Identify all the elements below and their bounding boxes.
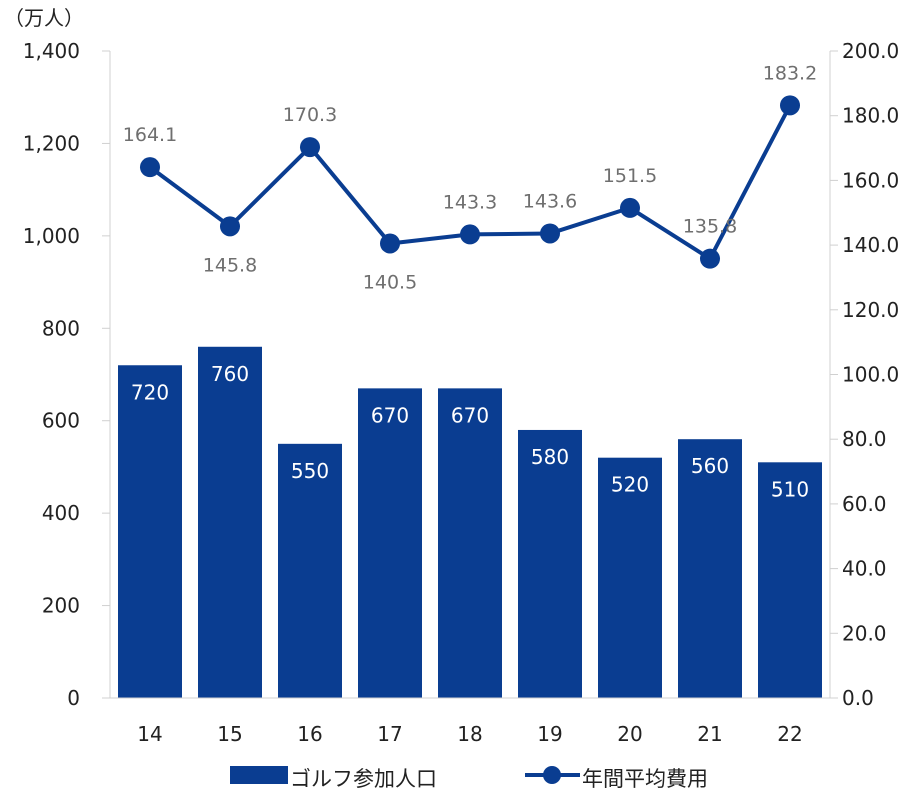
bar xyxy=(438,388,502,698)
right-axis-tick-label: 0.0 xyxy=(842,686,874,710)
line-point xyxy=(780,95,800,116)
line-point xyxy=(620,197,640,218)
x-axis-tick-label: 19 xyxy=(537,722,562,746)
line-series-annual-cost xyxy=(140,95,800,269)
legend: ゴルフ参加人口 年間平均費用 xyxy=(230,766,708,791)
bar xyxy=(518,429,582,698)
bar xyxy=(278,443,342,698)
bar xyxy=(598,457,662,698)
x-axis-tick-label: 16 xyxy=(297,722,322,746)
left-axis-tick-label: 200 xyxy=(42,594,80,618)
left-axis-tick-label: 0 xyxy=(67,686,80,710)
line-point xyxy=(380,233,400,254)
x-axis-tick-label: 22 xyxy=(777,722,802,746)
line-point xyxy=(700,248,720,269)
legend-marker-icon xyxy=(543,766,561,784)
x-axis-tick-label: 14 xyxy=(137,722,162,746)
legend-label-line: 年間平均費用 xyxy=(582,767,708,791)
bar-data-label: 550 xyxy=(291,459,329,483)
x-axis-tick-label: 20 xyxy=(617,722,642,746)
line-data-labels: 164.1 145.8 170.3 140.5 143.3 143.6 151.5 135.8… xyxy=(123,62,817,293)
right-axis-tick-label: 20.0 xyxy=(842,621,887,645)
x-axis: 14 15 16 17 18 19 20 21 22 xyxy=(110,697,830,746)
x-axis-tick-label: 18 xyxy=(457,722,482,746)
x-axis-tick-label: 17 xyxy=(377,722,402,746)
bar-data-label: 760 xyxy=(211,362,249,386)
legend-label-bar: ゴルフ参加人口 xyxy=(290,767,437,791)
x-axis-tick-label: 15 xyxy=(217,722,242,746)
left-axis-tick-label: 1,400 xyxy=(23,39,80,63)
right-axis-tick-label: 140.0 xyxy=(842,233,899,257)
bar xyxy=(678,439,742,698)
right-y-axis: 0.0 20.0 40.0 60.0 80.0 100.0 120.0 140.0 160.0 1… xyxy=(829,39,899,710)
right-axis-tick-label: 180.0 xyxy=(842,104,899,128)
right-axis-tick-label: 200.0 xyxy=(842,39,899,63)
left-y-axis: 0 200 400 600 800 1,000 1,200 1,400 xyxy=(23,39,111,710)
line-data-label: 183.2 xyxy=(763,62,817,84)
left-axis-tick-label: 800 xyxy=(42,316,80,340)
line-data-label: 135.8 xyxy=(683,216,737,238)
left-axis-tick-label: 400 xyxy=(42,501,80,525)
bar-data-label: 670 xyxy=(451,403,489,427)
line-point xyxy=(540,223,560,244)
bar-data-label: 720 xyxy=(131,380,169,404)
line-data-label: 151.5 xyxy=(603,165,657,187)
right-axis-tick-label: 100.0 xyxy=(842,363,899,387)
left-axis-tick-label: 1,000 xyxy=(23,224,80,248)
line-point xyxy=(140,157,160,178)
bar-series-golf-population xyxy=(118,346,822,698)
right-axis-tick-label: 40.0 xyxy=(842,557,887,581)
right-axis-tick-label: 160.0 xyxy=(842,168,899,192)
line-point xyxy=(460,224,480,245)
line-data-label: 143.3 xyxy=(443,191,497,213)
right-axis-tick-label: 120.0 xyxy=(842,298,899,322)
x-axis-tick-label: 21 xyxy=(697,722,722,746)
bar-data-label: 580 xyxy=(531,445,569,469)
bar xyxy=(358,388,422,698)
line-point xyxy=(300,137,320,158)
left-axis-tick-label: 600 xyxy=(42,409,80,433)
right-axis-tick-label: 60.0 xyxy=(842,492,887,516)
legend-bar-swatch xyxy=(230,766,288,784)
line-data-label: 145.8 xyxy=(203,254,257,276)
left-axis-unit-label: （万人） xyxy=(4,6,84,30)
bar-data-label: 560 xyxy=(691,454,729,478)
line-data-label: 143.6 xyxy=(523,190,577,212)
bar xyxy=(198,346,262,698)
bar-data-labels: 720 760 550 670 670 580 520 560 510 xyxy=(131,362,809,502)
line-data-label: 170.3 xyxy=(283,104,337,126)
line-data-label: 164.1 xyxy=(123,124,177,146)
bar-data-label: 510 xyxy=(771,477,809,501)
bar xyxy=(118,365,182,698)
right-axis-tick-label: 80.0 xyxy=(842,427,887,451)
bar-data-label: 520 xyxy=(611,473,649,497)
line-data-label: 140.5 xyxy=(363,271,417,293)
bar xyxy=(758,462,822,698)
line-point xyxy=(220,216,240,237)
left-axis-tick-label: 1,200 xyxy=(23,131,80,155)
bar-data-label: 670 xyxy=(371,403,409,427)
